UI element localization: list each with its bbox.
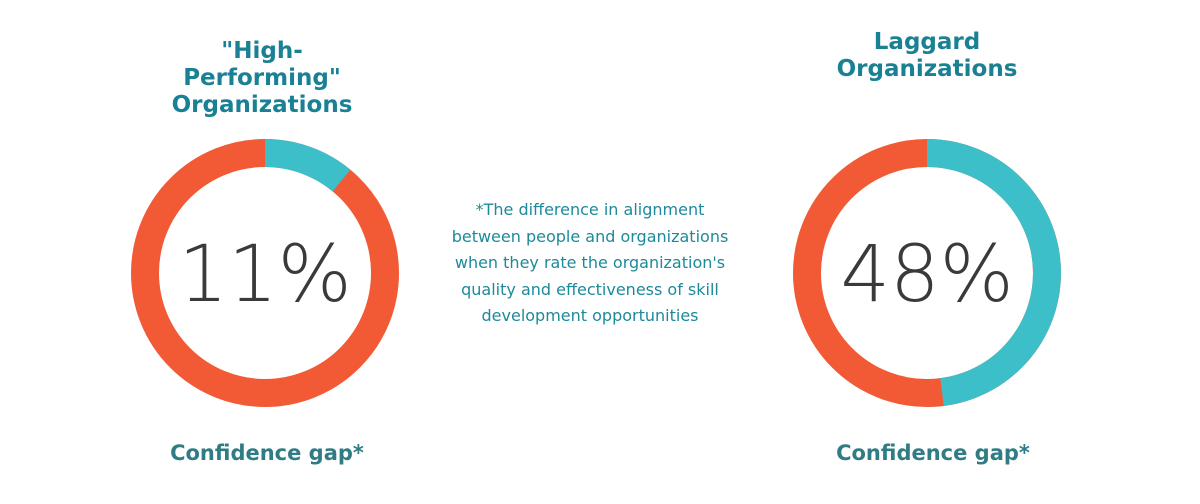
chart-title: "High-Performing" Organizations: [171, 38, 353, 118]
footnote: *The difference in alignment between peo…: [451, 200, 729, 325]
center-label: 48%: [840, 230, 1013, 320]
donut-segment: [264, 139, 351, 192]
donut-segment: [926, 139, 1061, 406]
center-label: 11%: [178, 230, 351, 320]
caption: Confidence gap*: [170, 441, 364, 465]
chart-title: Laggard Organizations: [836, 29, 1018, 82]
caption: Confidence gap*: [836, 441, 1030, 465]
